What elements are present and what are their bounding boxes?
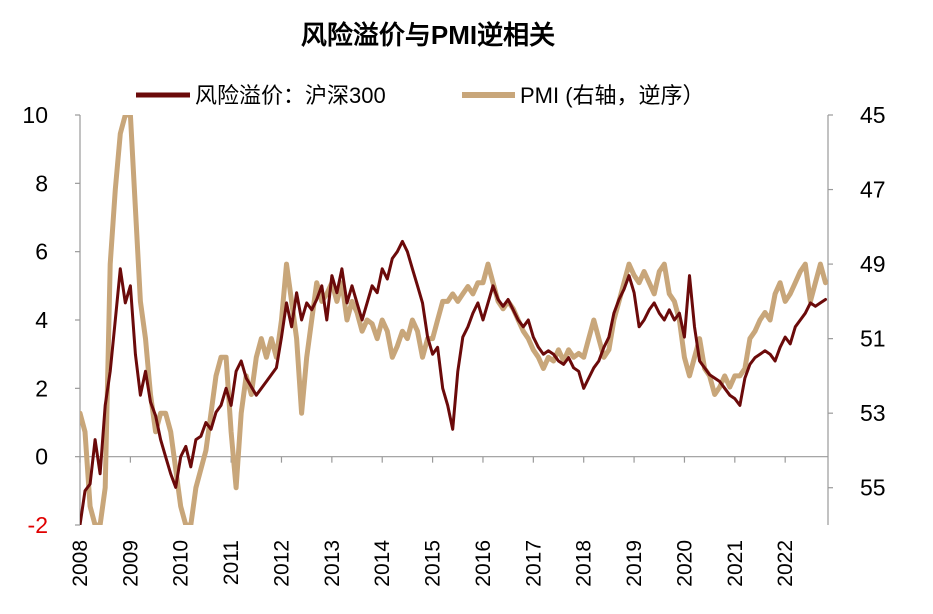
chart-title: 风险溢价与PMI逆相关 (301, 20, 555, 50)
x-tick-label: 2012 (270, 540, 293, 587)
x-tick-label: 2016 (472, 540, 495, 587)
x-tick-label: 2014 (371, 540, 394, 587)
right-tick-label: 45 (860, 102, 886, 128)
right-tick-label: 47 (860, 177, 886, 203)
x-tick-label: 2009 (119, 540, 142, 587)
x-tick-label: 2017 (522, 540, 545, 587)
x-tick-label: 2019 (623, 540, 646, 587)
right-tick-label: 49 (860, 251, 886, 277)
x-tick-label: 2013 (321, 540, 344, 587)
series-line-pmi (80, 115, 828, 525)
left-tick-label: 8 (35, 170, 48, 196)
x-tick-label: 2021 (724, 540, 747, 587)
x-tick-label: 2011 (220, 540, 243, 585)
x-tick-label: 2010 (170, 540, 193, 587)
left-tick-label: 6 (35, 239, 48, 265)
right-tick-label: 51 (860, 326, 886, 352)
x-tick-label: 2008 (69, 540, 92, 587)
x-tick-label: 2018 (573, 540, 596, 587)
left-tick-label: 2 (35, 375, 48, 401)
right-axis-ticks: 45 47 49 51 53 55 (828, 102, 886, 501)
left-tick-label: 10 (22, 102, 48, 128)
right-tick-label: 53 (860, 400, 886, 426)
x-tick-label: 2020 (673, 540, 696, 587)
x-tick-label: 2015 (422, 540, 445, 587)
left-tick-label: 0 (35, 444, 48, 470)
x-axis-ticks: 2008 2009 2010 2011 2012 2013 2014 2015 2016 2017… (69, 456, 797, 587)
left-tick-label: -2 (28, 512, 48, 538)
right-tick-label: 55 (860, 475, 886, 501)
series-line-risk-premium (80, 239, 827, 525)
left-tick-label: 4 (35, 307, 48, 333)
x-tick-label: 2022 (774, 540, 797, 587)
plot-lines (80, 115, 828, 525)
legend: 风险溢价：沪深300 PMI (右轴，逆序） (136, 83, 705, 108)
legend-label-risk-premium: 风险溢价：沪深300 (195, 83, 386, 108)
legend-label-pmi: PMI (右轴，逆序） (520, 83, 705, 108)
left-axis-ticks: -2 0 2 4 6 8 10 (22, 102, 80, 538)
